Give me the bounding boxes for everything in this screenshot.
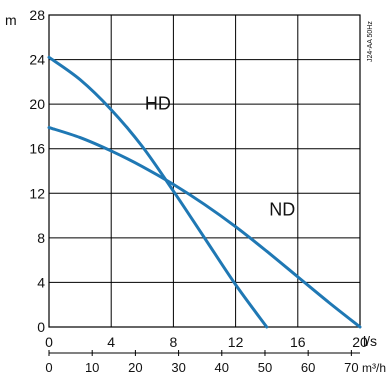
x2-tick-label: 60 [301, 360, 315, 374]
x2-tick-label: 70 [344, 360, 358, 374]
model-annotation: J24-AA 50Hz [367, 21, 374, 62]
y-tick-label: 24 [29, 52, 45, 68]
y-tick-label: 12 [29, 185, 45, 201]
x2-tick-label: 10 [85, 360, 99, 374]
x-tick-label: 4 [107, 334, 115, 350]
x-tick-label: 8 [170, 334, 178, 350]
y-tick-label: 28 [29, 7, 45, 23]
x-tick-label: 12 [228, 334, 244, 350]
chart-labels: 0 4 8 12 16 20 24 28 0 4 8 12 16 20 0 10 20 30 40 50 60 70 HD N… [29, 7, 368, 374]
x-tick-label: 20 [352, 334, 368, 350]
y-tick-label: 0 [37, 319, 45, 335]
x2-tick-label: 50 [258, 360, 272, 374]
chart-series [47, 55, 362, 329]
x-tick-label: 16 [290, 334, 306, 350]
series-line-hd [47, 55, 269, 329]
y-tick-label: 16 [29, 141, 45, 157]
plot-frame [48, 14, 361, 328]
x-tick-label: 0 [45, 334, 53, 350]
y-tick-label: 4 [37, 274, 45, 290]
series-label-hd: HD [145, 94, 171, 114]
y-tick-label: 20 [29, 96, 45, 112]
y-tick-label: 8 [37, 230, 45, 246]
y-axis-unit-label: m [5, 12, 17, 28]
x2-tick-label: 30 [171, 360, 185, 374]
series-line-nd [47, 126, 362, 329]
x2-tick-label: 0 [45, 360, 52, 374]
x2-tick-label: 20 [128, 360, 142, 374]
chart-grid [48, 14, 361, 356]
x2-axis-unit-label: m³/h [362, 361, 386, 374]
series-label-nd: ND [269, 200, 295, 220]
x2-tick-label: 40 [215, 360, 229, 374]
x-axis-unit-label: l/s [363, 333, 377, 349]
